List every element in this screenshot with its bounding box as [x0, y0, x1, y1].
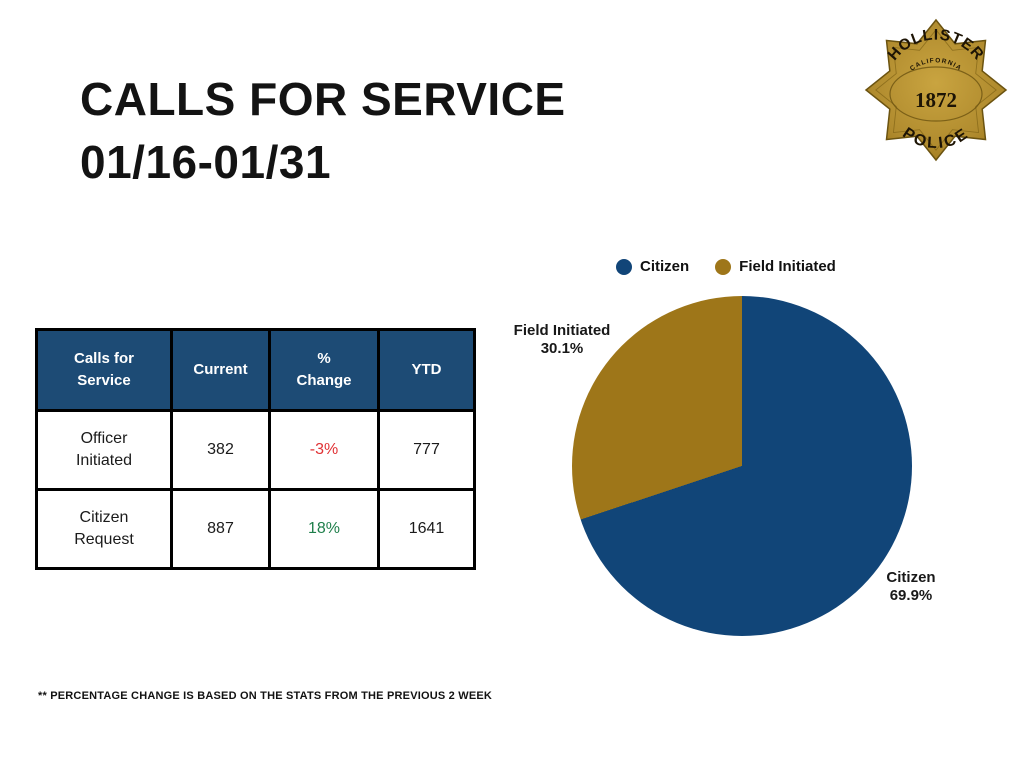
field-initiated-color-dot-icon: [715, 258, 732, 275]
header-ytd: YTD: [377, 328, 476, 412]
cell-pct-change: -3%: [268, 409, 380, 491]
table-row-citizen-request: Citizen Request 887 18% 1641: [35, 488, 476, 570]
table-row-officer-initiated: Officer Initiated 382 -3% 777: [35, 409, 476, 491]
legend-label-citizen: Citizen: [640, 258, 690, 275]
badge-star-icon: [864, 18, 1008, 162]
title-line-1: CALLS FOR SERVICE: [80, 73, 566, 125]
citizen-color-dot-icon: [616, 258, 632, 275]
legend-label-field-initiated: Field Initiated: [739, 258, 836, 275]
header-current: Current: [170, 328, 271, 412]
header-pct-change: % Change: [268, 328, 380, 412]
pie-label-citizen-name: Citizen: [886, 569, 936, 586]
pie-label-citizen-pct: 69.9%: [889, 587, 933, 604]
pie-label-field-initiated: Field Initiated 30.1%: [490, 322, 634, 358]
title-line-2: 01/16-01/31: [80, 136, 332, 188]
cell-current: 382: [170, 409, 271, 491]
pie-legend: Citizen Field Initiated: [616, 258, 836, 275]
cell-pct-change: 18%: [268, 488, 380, 570]
table-header-row: Calls for Service Current % Change YTD: [35, 328, 476, 412]
pie-label-citizen: Citizen 69.9%: [851, 569, 971, 605]
legend-item-field-initiated: Field Initiated: [715, 258, 836, 275]
cell-ytd: 1641: [377, 488, 476, 570]
cell-row-label: Officer Initiated: [35, 409, 173, 491]
cell-ytd: 777: [377, 409, 476, 491]
pie-label-field-initiated-pct: 30.1%: [540, 340, 584, 357]
police-badge-icon: HOLLISTER CALIFORNIA 1872 POLICE: [864, 18, 1008, 162]
cell-row-label: Citizen Request: [35, 488, 173, 570]
calls-for-service-table: Calls for Service Current % Change YTD O…: [35, 328, 476, 570]
pie-label-field-initiated-name: Field Initiated: [513, 322, 611, 339]
cell-current: 887: [170, 488, 271, 570]
page-title: CALLS FOR SERVICE 01/16-01/31: [80, 68, 566, 194]
pie-chart: [572, 296, 912, 636]
header-calls-for-service: Calls for Service: [35, 328, 173, 412]
badge-year-text: 1872: [915, 88, 957, 112]
footnote: ** PERCENTAGE CHANGE IS BASED ON THE STA…: [38, 690, 493, 702]
legend-item-citizen: Citizen: [616, 258, 689, 275]
